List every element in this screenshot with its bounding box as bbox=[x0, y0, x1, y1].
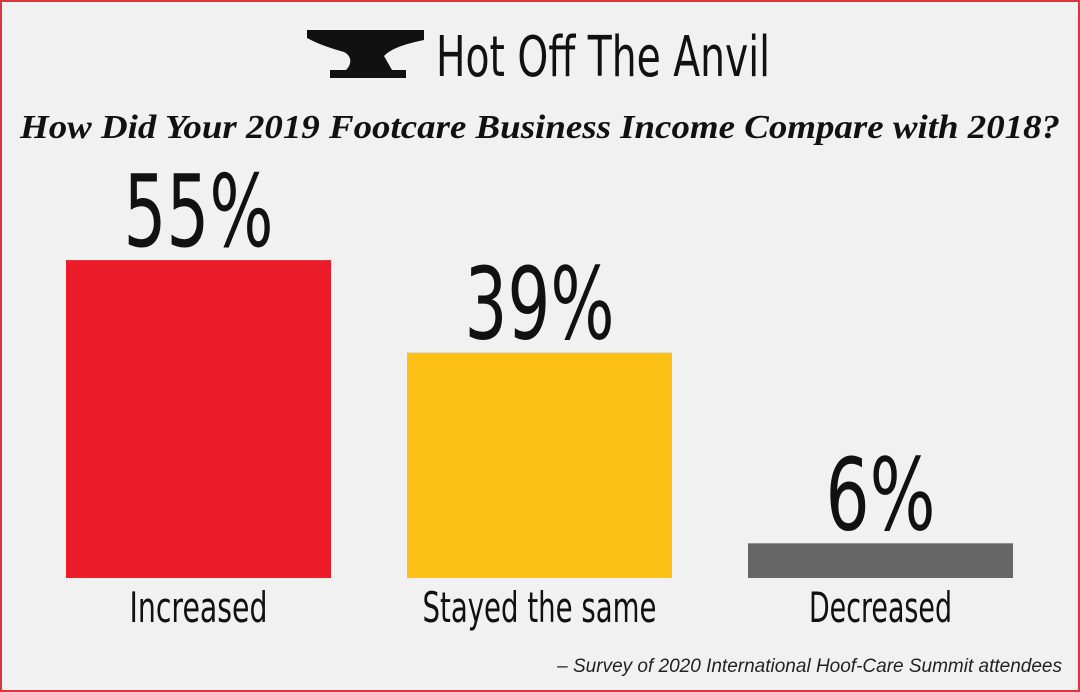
category-label: Increased bbox=[130, 583, 268, 632]
bar bbox=[407, 352, 672, 578]
anvil-logo bbox=[307, 30, 424, 78]
brand: Hot Off The Anvil bbox=[436, 25, 770, 90]
category-label: Decreased bbox=[809, 583, 952, 632]
value-label: 39% bbox=[465, 246, 615, 363]
bar bbox=[66, 260, 331, 578]
chart-title: How Did Your 2019 Footcare Business Inco… bbox=[19, 109, 1060, 146]
value-label: 6% bbox=[826, 436, 936, 553]
value-label: 55% bbox=[124, 153, 274, 270]
source-note: – Survey of 2020 International Hoof-Care… bbox=[556, 656, 1062, 677]
bar bbox=[748, 543, 1013, 578]
category-label: Stayed the same bbox=[423, 583, 657, 632]
